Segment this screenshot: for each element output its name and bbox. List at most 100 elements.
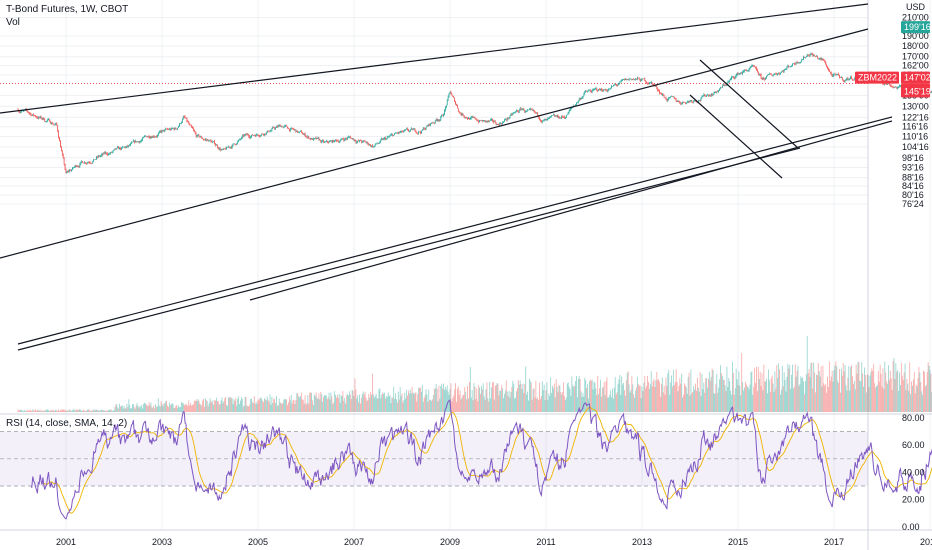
volume-bar [884, 361, 886, 412]
volume-bar [658, 379, 660, 412]
volume-bar [614, 376, 616, 412]
volume-bar [223, 401, 225, 412]
candle-body [481, 120, 483, 122]
candle-body [596, 88, 598, 90]
candle-body [516, 110, 517, 112]
chart-title[interactable]: T-Bond Futures, 1W, CBOT [6, 4, 129, 15]
candle-body [265, 132, 267, 135]
volume-bar [531, 399, 533, 412]
volume-bar [244, 397, 246, 412]
candle-body [327, 141, 329, 143]
rsi-tick-label: 80.00 [902, 413, 925, 423]
volume-bar [760, 386, 762, 412]
candle-body [210, 139, 212, 143]
volume-bar [412, 393, 414, 412]
volume-bar [476, 388, 478, 412]
candle-body [179, 123, 180, 127]
volume-bar [574, 385, 576, 412]
candle-body [314, 137, 316, 139]
candle-body [816, 56, 817, 57]
candle-body [52, 123, 54, 125]
candle-body [763, 77, 765, 79]
candle-body [814, 55, 815, 57]
volume-bar [324, 395, 326, 412]
volume-bar [887, 383, 888, 412]
volume-bar [847, 377, 849, 412]
candle-body [485, 120, 487, 122]
volume-bar [842, 363, 844, 412]
candle-body [423, 128, 425, 130]
candle-body [602, 89, 604, 92]
volume-bar [292, 400, 294, 412]
candle-body [481, 120, 482, 122]
candle-body [698, 100, 700, 102]
candle-body [840, 77, 841, 79]
candle-body [748, 68, 750, 71]
volume-bar [360, 403, 361, 412]
candle-body [259, 136, 261, 137]
candle-body [76, 166, 78, 168]
volume-bar [791, 374, 792, 412]
trendlines[interactable] [0, 3, 893, 351]
volume-bar [862, 373, 864, 412]
candle-body [691, 100, 693, 102]
volume-bar [88, 409, 90, 412]
candle-body [32, 114, 34, 116]
volume-bar [268, 402, 270, 412]
candle-body [754, 66, 755, 68]
candle-body [128, 145, 130, 147]
volume-bar [183, 404, 185, 412]
time-tick-label: 2003 [152, 537, 172, 547]
volume-bar [103, 410, 105, 412]
candle-body [669, 97, 671, 98]
candle-body [554, 115, 556, 117]
candle-body [697, 100, 699, 103]
candle-body [541, 120, 543, 122]
candle-body [758, 74, 760, 76]
candle-body [203, 138, 204, 140]
volume-bar [853, 380, 855, 412]
volume-bar [573, 386, 575, 412]
volume-bar [690, 369, 692, 412]
price-tick-label: 104'16 [902, 142, 929, 152]
rsi-label[interactable]: RSI (14, close, SMA, 14, 2) [6, 418, 128, 429]
candle-body [176, 128, 178, 130]
candle-body [211, 142, 213, 143]
candle-body [779, 73, 780, 74]
candle-body [468, 117, 469, 120]
candle-body [647, 82, 648, 84]
candle-body [134, 140, 136, 143]
volume-bar [200, 404, 202, 412]
candle-body [279, 124, 281, 127]
candle-body [463, 115, 465, 117]
volume-bar [524, 383, 526, 412]
volume-bar [272, 403, 274, 412]
volume-bar [488, 401, 490, 412]
volume-bar [544, 400, 546, 412]
candle-body [106, 152, 107, 154]
candle-body [512, 113, 514, 115]
volume-bar [35, 409, 36, 412]
candle-body [811, 53, 813, 55]
volume-bar [503, 398, 504, 412]
volume-bar [392, 397, 394, 412]
volume-label[interactable]: Vol [6, 17, 20, 28]
volume-bar [131, 408, 132, 412]
volume-bar [178, 405, 180, 412]
volume-bar [287, 405, 288, 412]
volume-bar [408, 393, 410, 412]
volume-bar [50, 410, 52, 412]
volume-bar [264, 399, 266, 412]
candle-body [627, 79, 629, 80]
currency-label: USD [906, 2, 926, 12]
volume-bar [649, 383, 651, 412]
volume-bar [492, 381, 494, 412]
candle-body [780, 72, 781, 74]
volume-bar [700, 395, 702, 412]
candle-body [641, 78, 643, 80]
candle-body [801, 60, 803, 62]
candle-body [370, 144, 371, 147]
candle-body [159, 130, 161, 132]
candle-body [132, 141, 133, 143]
